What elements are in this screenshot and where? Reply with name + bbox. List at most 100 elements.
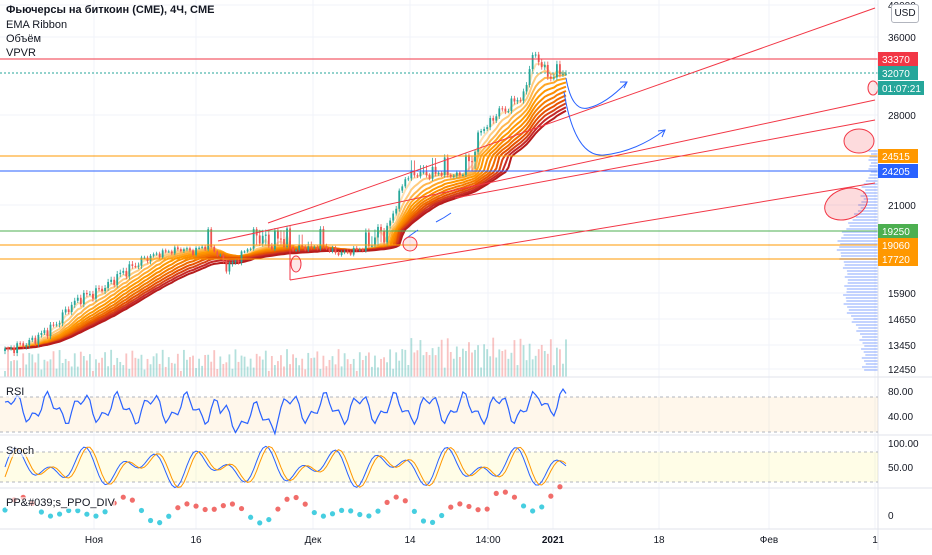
- highlight-ellipse-1[interactable]: [867, 80, 879, 96]
- highlight-ellipse-3[interactable]: [820, 182, 872, 225]
- highlight-ellipse-4[interactable]: [290, 255, 302, 273]
- ppo-dot: [248, 514, 254, 520]
- projection-arrow-1[interactable]: [565, 77, 628, 109]
- channel-lower-2[interactable]: [454, 119, 876, 199]
- trendline-upper[interactable]: [267, 7, 876, 224]
- volume-bar: [104, 352, 106, 377]
- volume-bar: [237, 361, 240, 377]
- candle-body: [543, 64, 546, 68]
- volume-bar: [401, 349, 404, 377]
- volume-bar: [43, 359, 46, 377]
- rsi-label[interactable]: RSI: [6, 386, 25, 398]
- candle-body: [261, 235, 264, 244]
- currency-button[interactable]: USD: [891, 4, 919, 23]
- time-axis[interactable]: Ноя 16 Дек 14 14:00 2021 18 Фев 1: [85, 535, 878, 546]
- rsi-tick: 40.00: [888, 412, 913, 423]
- volume-bar: [307, 352, 310, 377]
- volume-bar: [277, 361, 279, 377]
- candle-body: [104, 287, 106, 292]
- vpvr-bar: [840, 252, 878, 254]
- rsi-pane[interactable]: 80.00 40.00: [0, 387, 913, 436]
- indicator-vpvr[interactable]: VPVR: [6, 47, 36, 59]
- candle-body: [46, 330, 49, 337]
- highlight-ellipse-2[interactable]: [843, 128, 875, 154]
- stoch-band: [0, 452, 878, 482]
- stoch-label[interactable]: Stoch: [6, 445, 35, 457]
- trendline-lower[interactable]: [289, 182, 876, 281]
- vpvr-bar: [848, 222, 878, 224]
- ema-line: [5, 69, 567, 351]
- vpvr-bar: [841, 255, 878, 257]
- candle-body: [422, 171, 425, 173]
- stoch-pane[interactable]: 100.00 50.00: [0, 439, 919, 489]
- volume-bar: [55, 368, 58, 377]
- candle-body: [85, 292, 88, 295]
- candle-body: [204, 246, 207, 250]
- candle-body: [28, 339, 31, 346]
- price-label-box: [878, 149, 918, 163]
- volume-bar: [419, 340, 422, 377]
- volume-bar: [483, 344, 486, 377]
- ppo-dot: [466, 503, 472, 510]
- candle-body: [116, 274, 119, 285]
- vpvr-bar: [861, 348, 878, 350]
- volume-bar: [189, 357, 191, 377]
- candle-body: [401, 186, 404, 191]
- volume-bar: [410, 338, 413, 377]
- volume-bar: [386, 362, 388, 377]
- highlight-ellipse-5[interactable]: [402, 236, 418, 252]
- small-arrow-2[interactable]: [435, 212, 452, 223]
- price-label-box: [878, 224, 918, 238]
- ppo-dot: [402, 498, 408, 504]
- candle-body: [92, 293, 94, 299]
- ppo-label[interactable]: PP&#039;s_PPO_DIV: [6, 497, 115, 509]
- price-label-box: [878, 66, 918, 80]
- candle-body: [534, 54, 537, 56]
- ppo-dot: [320, 513, 327, 519]
- candle-body: [143, 257, 146, 259]
- volume-bar: [70, 366, 73, 377]
- projection-arrow-2-head: [657, 129, 666, 138]
- candle-body: [398, 190, 401, 209]
- volume-bar: [437, 346, 440, 377]
- volume-bar: [89, 354, 91, 377]
- indicator-ema-ribbon[interactable]: EMA Ribbon: [6, 19, 68, 31]
- volume-bar: [395, 352, 398, 377]
- volume-bar: [549, 339, 552, 377]
- volume-bar: [143, 369, 146, 377]
- ppo-dot: [202, 506, 208, 513]
- vpvr-bar: [845, 297, 878, 299]
- volume-bar: [134, 357, 137, 377]
- ppo-dot: [357, 511, 363, 518]
- volume-bar: [492, 337, 495, 377]
- volume-bar: [176, 353, 179, 377]
- drawings[interactable]: [217, 7, 879, 281]
- indicator-volume[interactable]: Объём: [6, 33, 42, 45]
- ppo-dot: [193, 503, 199, 509]
- ppo-dot: [411, 508, 417, 515]
- candle-body: [495, 116, 498, 121]
- candle-body: [179, 249, 182, 252]
- volume-bar: [92, 370, 94, 377]
- ppo-dot: [475, 507, 481, 513]
- volume-bar: [267, 370, 270, 377]
- candle-body: [134, 265, 137, 267]
- volume-bar: [513, 340, 516, 377]
- volume-bar: [119, 361, 122, 377]
- volume-bars: [4, 337, 567, 377]
- stoch-tick: 50.00: [888, 463, 913, 474]
- price-label-box: [878, 238, 918, 252]
- vpvr-bar: [857, 210, 878, 212]
- vpvr-bar: [851, 315, 878, 317]
- vpvr-bar: [862, 342, 878, 344]
- ppo-dot: [66, 507, 72, 514]
- trendline-mid[interactable]: [217, 99, 876, 242]
- candle-body: [277, 230, 279, 239]
- volume-bar: [519, 338, 522, 377]
- ppo-pane[interactable]: 0: [2, 484, 894, 526]
- ppo-tick: 0: [888, 511, 894, 522]
- projection-arrow-2[interactable]: [563, 91, 666, 156]
- volume-bar: [10, 361, 12, 377]
- vpvr-bar: [843, 303, 878, 305]
